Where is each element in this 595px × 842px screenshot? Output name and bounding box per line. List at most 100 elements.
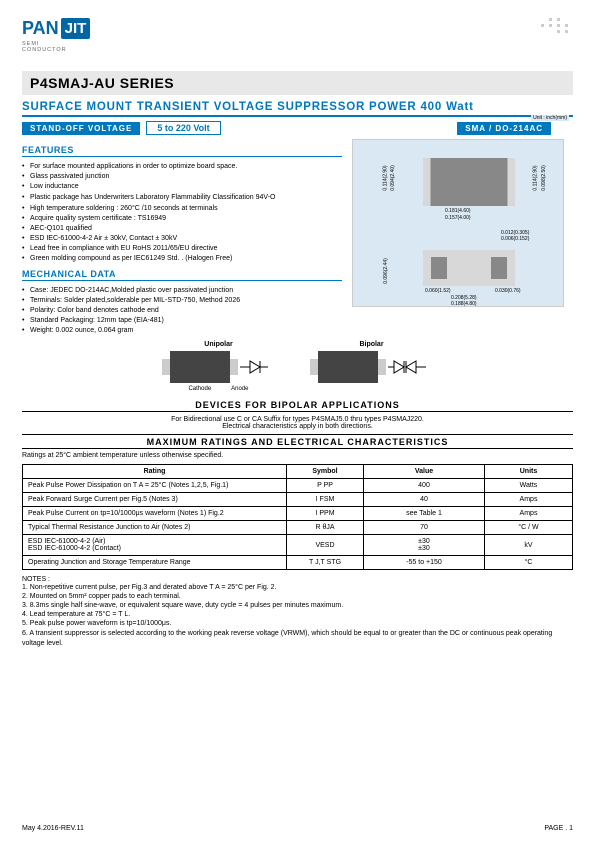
- note-item: 4. Lead temperature at 75°C = T L.: [22, 610, 573, 619]
- dim: 0.094(2.40): [390, 165, 396, 191]
- bipolar-text: For Bidirectional use C or CA Suffix for…: [22, 412, 573, 435]
- cell: VESD: [287, 535, 364, 556]
- col-rating: Rating: [23, 465, 287, 479]
- feature-item: High temperature soldering : 260°C /10 s…: [22, 203, 342, 213]
- note-item: 2. Mounted on 5mm² copper pads to each t…: [22, 592, 573, 601]
- features-column: FEATURES For surface mounted application…: [22, 139, 342, 335]
- series-title: P4SMAJ-AU SERIES: [30, 75, 174, 91]
- cell: P PP: [287, 479, 364, 493]
- feature-item: ESD IEC-61000-4-2 Air ± 30kV, Contact ± …: [22, 233, 342, 243]
- table-row: ESD IEC-61000-4-2 (Air) ESD IEC-61000-4-…: [23, 535, 573, 556]
- bipolar-heading: DEVICES FOR BIPOLAR APPLICATIONS: [22, 400, 573, 412]
- feature-item: Low inductance: [22, 181, 342, 191]
- cell: I FSM: [287, 493, 364, 507]
- logo-pan: PAN: [22, 18, 59, 39]
- logo: PAN JIT: [22, 18, 573, 39]
- dim: 0.096(2.44): [383, 258, 389, 284]
- cell: Peak Pulse Current on tp=10/1000μs wavef…: [23, 507, 287, 521]
- note-item: 6. A transient suppressor is selected ac…: [22, 628, 573, 650]
- mech-item: Weight: 0.002 ounce, 0.064 gram: [22, 325, 342, 335]
- cathode-label: Cathode: [188, 386, 211, 392]
- ratings-table: Rating Symbol Value Units Peak Pulse Pow…: [22, 464, 573, 570]
- unipolar-label: Unipolar: [204, 341, 232, 348]
- mechanical-heading: MECHANICAL DATA: [22, 269, 342, 281]
- mech-item: Standard Packaging: 12mm tape (EIA-481): [22, 315, 342, 325]
- feature-item: Acquire quality system certificate : TS1…: [22, 213, 342, 223]
- series-title-bar: P4SMAJ-AU SERIES: [22, 71, 573, 95]
- dim: 0.006(0.152): [501, 236, 529, 242]
- dim: 0.157(4.00): [445, 215, 471, 221]
- unipolar-diagram: Unipolar Cathode Anode: [170, 341, 268, 392]
- cell: Peak Pulse Power Dissipation on T A = 25…: [23, 479, 287, 493]
- feature-item: AEC-Q101 qualified: [22, 223, 342, 233]
- dim: 0.188(4.80): [451, 301, 477, 307]
- pkg-top-view: [423, 158, 515, 206]
- diode-icon: [318, 351, 378, 383]
- dim: 0.060(1.52): [425, 288, 451, 294]
- cell: Operating Junction and Storage Temperatu…: [23, 556, 287, 570]
- diode-symbol-icon: [240, 358, 268, 376]
- note-item: 3. 8.3ms single half sine-wave, or equiv…: [22, 601, 573, 610]
- logo-jit: JIT: [61, 18, 91, 39]
- page-footer: May 4.2016-REV.11 PAGE . 1: [22, 825, 573, 832]
- features-heading: FEATURES: [22, 145, 342, 157]
- footer-date: May 4.2016-REV.11: [22, 825, 84, 832]
- dim: 0.181(4.60): [445, 208, 471, 214]
- col-value: Value: [364, 465, 485, 479]
- cell: ±30 ±30: [364, 535, 485, 556]
- note-item: 1. Non-repetitive current pulse, per Fig…: [22, 583, 573, 592]
- cell: Amps: [485, 507, 573, 521]
- cell: -55 to +150: [364, 556, 485, 570]
- mech-item: Case: JEDEC DO-214AC,Molded plastic over…: [22, 285, 342, 295]
- mechanical-list: Case: JEDEC DO-214AC,Molded plastic over…: [22, 285, 342, 335]
- cell: I PPM: [287, 507, 364, 521]
- cell: Watts: [485, 479, 573, 493]
- feature-item: Green molding compound as per IEC61249 S…: [22, 253, 342, 263]
- anode-label: Anode: [231, 386, 248, 392]
- bipolar-diagram: Bipolar: [318, 341, 426, 392]
- col-units: Units: [485, 465, 573, 479]
- notes-section: NOTES : 1. Non-repetitive current pulse,…: [22, 576, 573, 650]
- feature-item: For surface mounted applications in orde…: [22, 161, 342, 171]
- mech-item: Terminals: Solder plated,solderable per …: [22, 295, 342, 305]
- table-header-row: Rating Symbol Value Units: [23, 465, 573, 479]
- voltage-value: 5 to 220 Volt: [146, 121, 220, 135]
- cell: kV: [485, 535, 573, 556]
- dim: 0.114(2.90): [533, 165, 539, 190]
- col-symbol: Symbol: [287, 465, 364, 479]
- table-row: Peak Pulse Current on tp=10/1000μs wavef…: [23, 507, 573, 521]
- footer-page: PAGE . 1: [544, 825, 573, 832]
- polarity-diagrams: Unipolar Cathode Anode Bipolar: [22, 341, 573, 392]
- sma-badge: SMA / DO-214AC: [457, 122, 551, 135]
- ratings-note: Ratings at 25°C ambient temperature unle…: [22, 449, 573, 462]
- badge-row: STAND-OFF VOLTAGE 5 to 220 Volt SMA / DO…: [22, 121, 573, 135]
- diode-icon: [170, 351, 230, 383]
- cell: °C: [485, 556, 573, 570]
- logo-subtitle: SEMI CONDUCTOR: [22, 41, 573, 53]
- cell: Peak Forward Surge Current per Fig.5 (No…: [23, 493, 287, 507]
- mech-item: Polarity: Color band denotes cathode end: [22, 305, 342, 315]
- dim: 0.098(2.50): [541, 165, 547, 191]
- bipolar-label: Bipolar: [359, 341, 383, 348]
- ratings-heading: MAXIMUM RATINGS AND ELECTRICAL CHARACTER…: [22, 437, 573, 449]
- notes-heading: NOTES :: [22, 576, 573, 583]
- features-list: For surface mounted applications in orde…: [22, 161, 342, 263]
- feature-item: Lead free in compliance with EU RoHS 201…: [22, 243, 342, 253]
- subtitle: SURFACE MOUNT TRANSIENT VOLTAGE SUPPRESS…: [22, 101, 573, 117]
- unit-label: Unit : inch(mm): [531, 115, 569, 121]
- table-row: Peak Pulse Power Dissipation on T A = 25…: [23, 479, 573, 493]
- pkg-bottom-view: [423, 250, 515, 286]
- cell: T J,T STG: [287, 556, 364, 570]
- dim: 0.114(2.90): [383, 165, 389, 190]
- cell: 400: [364, 479, 485, 493]
- decorative-dots: [541, 18, 571, 38]
- feature-item: Plastic package has Underwriters Laborat…: [22, 191, 342, 203]
- cell: 70: [364, 521, 485, 535]
- table-row: Typical Thermal Resistance Junction to A…: [23, 521, 573, 535]
- bidir-diode-symbol-icon: [388, 358, 426, 376]
- cell: ESD IEC-61000-4-2 (Air) ESD IEC-61000-4-…: [23, 535, 287, 556]
- feature-item: Glass passivated junction: [22, 171, 342, 181]
- cell: Amps: [485, 493, 573, 507]
- cell: Typical Thermal Resistance Junction to A…: [23, 521, 287, 535]
- cell: 40: [364, 493, 485, 507]
